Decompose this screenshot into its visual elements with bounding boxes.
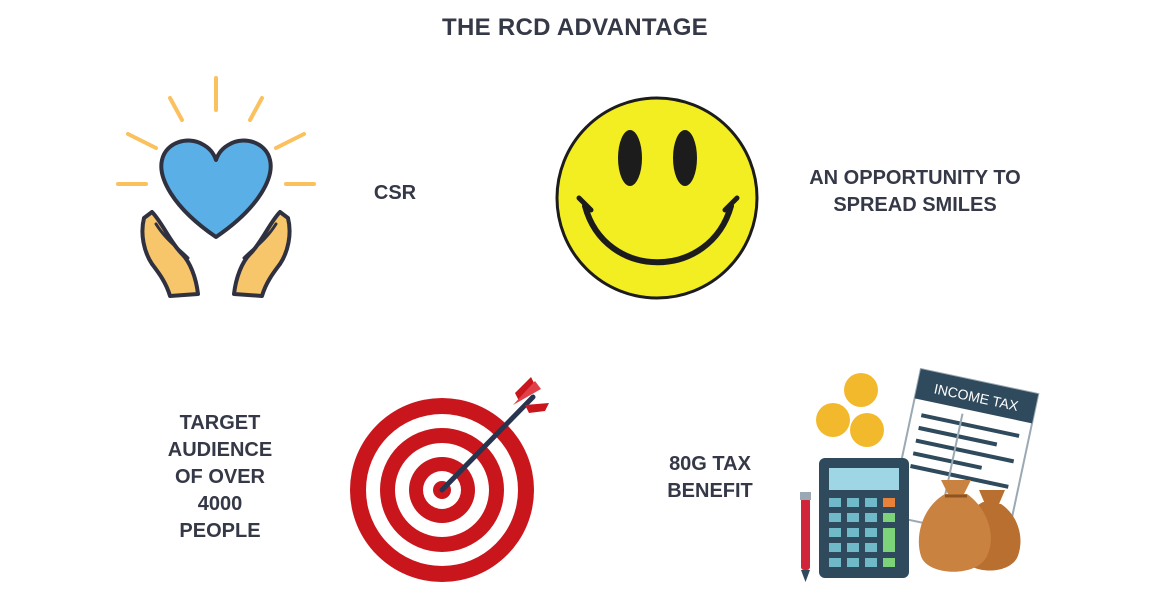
dartboard-target-icon [350, 377, 549, 582]
smiley-face-icon [555, 96, 759, 300]
calculator-icon [819, 458, 909, 578]
money-bag-icon [918, 480, 1021, 572]
pen-icon [800, 492, 811, 582]
heart-in-hands-icon [116, 76, 316, 298]
csr-label: CSR [373, 182, 417, 204]
audience-label: TARGET AUDIENCE OF OVER 4000 PEOPLE [167, 412, 273, 542]
page-title: THE RCD ADVANTAGE [442, 14, 708, 41]
smiles-label: AN OPPORTUNITY TO SPREAD SMILES [809, 167, 1021, 216]
income-tax-icon: INCOME TAX [800, 367, 1040, 582]
tax-benefit-label: 80G TAX BENEFIT [667, 453, 753, 502]
coins-icon [816, 373, 884, 447]
